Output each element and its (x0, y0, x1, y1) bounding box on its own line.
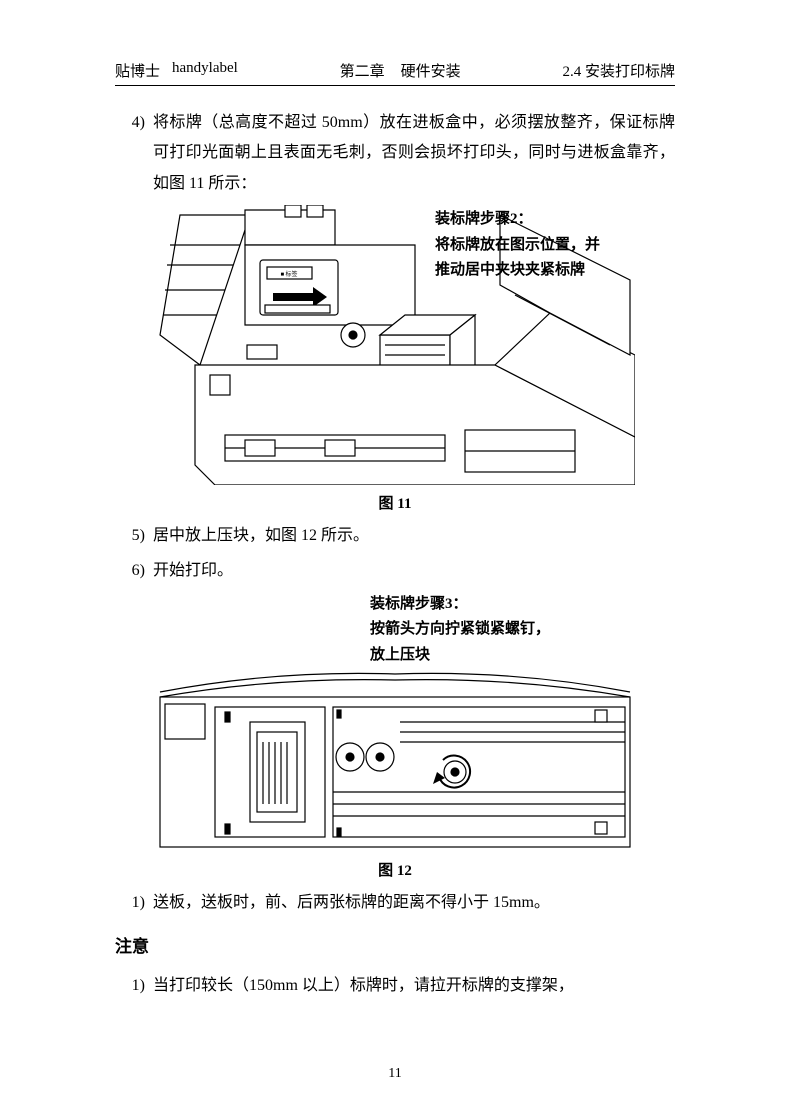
figure-12-caption: 图 12 (115, 859, 675, 880)
list-content-1b: 当打印较长（150mm 以上）标牌时，请拉开标牌的支撑架， (153, 971, 675, 1001)
figure-11-caption: 图 11 (115, 492, 675, 513)
brand-en: handylabel (172, 60, 238, 81)
notice-heading: 注意 (115, 932, 675, 957)
fig11-anno-line1: 将标牌放在图示位置，并 (435, 233, 600, 259)
header-left: 贴博士 handylabel (115, 60, 238, 81)
list-content-5: 居中放上压块，如图 12 所示。 (153, 521, 675, 551)
fig12-annotation: 装标牌步骤3： 按箭头方向拧紧锁紧螺钉， 放上压块 (370, 592, 550, 669)
list-num-1a: 1) (115, 888, 153, 918)
document-page: 贴博士 handylabel 第二章 硬件安装 2.4 安装打印标牌 4) 将标… (0, 0, 790, 1046)
list-content-6: 开始打印。 (153, 556, 675, 586)
chapter-title: 硬件安装 (401, 60, 461, 81)
fig12-anno-line1: 按箭头方向拧紧锁紧螺钉， (370, 617, 550, 643)
list-item-4: 4) 将标牌（总高度不超过 50mm）放在进板盒中，必须摆放整齐，保证标牌可打印… (115, 108, 675, 199)
list-item-1b: 1) 当打印较长（150mm 以上）标牌时，请拉开标牌的支撑架， (115, 971, 675, 1001)
svg-text:■ 标签: ■ 标签 (280, 270, 297, 278)
figure-11-container: 装标牌步骤2： 将标牌放在图示位置，并 推动居中夹块夹紧标牌 (115, 205, 675, 513)
list-item-1a: 1) 送板，送板时，前、后两张标牌的距离不得小于 15mm。 (115, 888, 675, 918)
figure-12-container: 装标牌步骤3： 按箭头方向拧紧锁紧螺钉， 放上压块 (115, 592, 675, 880)
list-num-5: 5) (115, 521, 153, 551)
page-number: 11 (0, 1066, 790, 1082)
header-center: 第二章 硬件安装 (340, 60, 461, 81)
list-item-6: 6) 开始打印。 (115, 556, 675, 586)
fig11-anno-line2: 推动居中夹块夹紧标牌 (435, 258, 600, 284)
fig12-anno-title: 装标牌步骤3： (370, 592, 550, 618)
list-item-5: 5) 居中放上压块，如图 12 所示。 (115, 521, 675, 551)
chapter-num: 第二章 (340, 60, 385, 81)
figure-12-box: 装标牌步骤3： 按箭头方向拧紧锁紧螺钉， 放上压块 (155, 592, 635, 857)
fig12-anno-line2: 放上压块 (370, 643, 550, 669)
brand-cn: 贴博士 (115, 60, 160, 81)
page-header: 贴博士 handylabel 第二章 硬件安装 2.4 安装打印标牌 (115, 60, 675, 86)
header-section: 2.4 安装打印标牌 (562, 60, 675, 81)
list-num-1b: 1) (115, 971, 153, 1001)
list-num-6: 6) (115, 556, 153, 586)
list-content-1a: 送板，送板时，前、后两张标牌的距离不得小于 15mm。 (153, 888, 675, 918)
figure-11-box: 装标牌步骤2： 将标牌放在图示位置，并 推动居中夹块夹紧标牌 (155, 205, 635, 490)
list-content-4: 将标牌（总高度不超过 50mm）放在进板盒中，必须摆放整齐，保证标牌可打印光面朝… (153, 108, 675, 199)
fig11-annotation: 装标牌步骤2： 将标牌放在图示位置，并 推动居中夹块夹紧标牌 (435, 207, 600, 284)
list-num-4: 4) (115, 108, 153, 199)
fig11-anno-title: 装标牌步骤2： (435, 207, 600, 233)
